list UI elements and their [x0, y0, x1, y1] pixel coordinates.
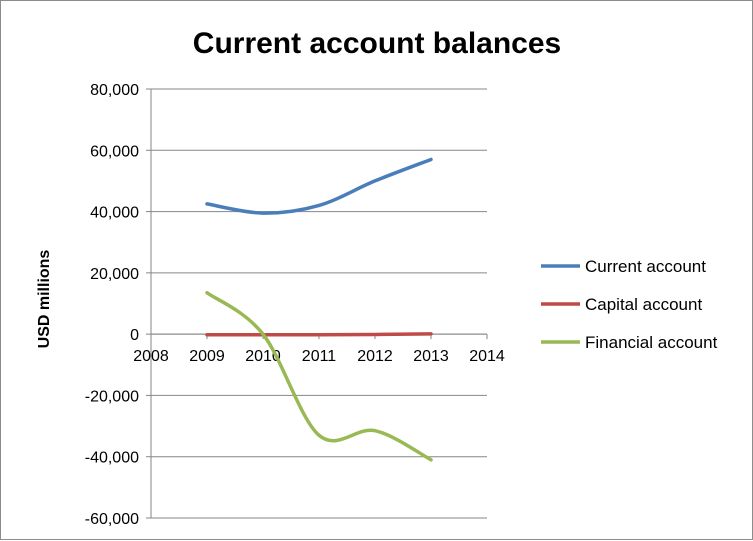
y-tick-label: 60,000	[90, 143, 139, 160]
x-axis-ticks: 2008 2009 2010 2011 2012 2013 2014	[133, 348, 505, 365]
y-axis-label: USD millions	[36, 250, 53, 349]
gridlines	[151, 88, 487, 519]
series-line-capital-account	[205, 332, 433, 337]
legend-label-current-account: Current account	[585, 257, 706, 276]
chart-title: Current account balances	[193, 27, 561, 60]
x-tick-label: 2011	[302, 348, 337, 365]
y-tick-label: -20,000	[85, 388, 139, 405]
x-tick-label: 2010	[245, 348, 281, 365]
legend-label-financial-account: Financial account	[585, 333, 718, 352]
y-tick-label: -60,000	[85, 511, 139, 528]
legend-label-capital-account: Capital account	[585, 295, 702, 314]
legend: Current account Capital account Financial …	[541, 257, 718, 352]
series-line-current-account	[205, 157, 433, 215]
x-tick-label: 2009	[189, 348, 225, 365]
y-tick-label: -40,000	[85, 450, 139, 467]
series-line-financial-account	[205, 291, 433, 462]
series-lines	[205, 157, 433, 462]
y-tick-label: 0	[130, 327, 139, 344]
y-tick-label: 40,000	[90, 205, 139, 222]
y-tick-label: 20,000	[90, 266, 139, 283]
axes	[146, 88, 488, 519]
x-tick-label: 2013	[413, 348, 449, 365]
y-axis-ticks: 80,000 60,000 40,000 20,000 0 -20,000 -40,000 -…	[85, 82, 139, 528]
x-tick-label: 2014	[469, 348, 505, 365]
x-tick-label: 2008	[133, 348, 169, 365]
y-tick-label: 80,000	[90, 82, 139, 99]
x-tick-label: 2012	[357, 348, 393, 365]
